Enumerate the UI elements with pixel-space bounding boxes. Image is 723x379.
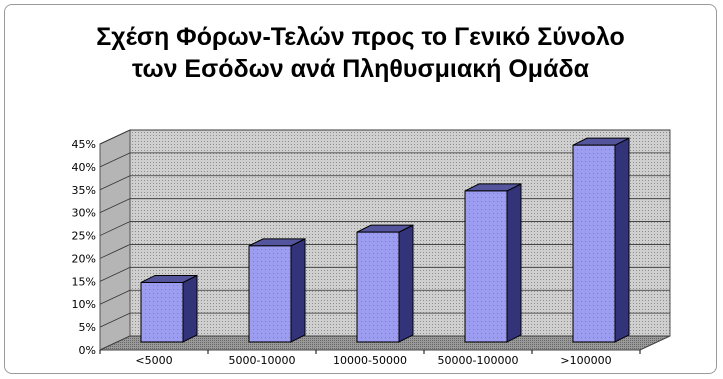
floor bbox=[99, 335, 671, 351]
bar-side bbox=[398, 224, 414, 343]
y-tick-label: 25% bbox=[72, 230, 96, 243]
bar-front bbox=[572, 144, 616, 343]
gridline-side bbox=[99, 266, 131, 282]
x-tick-label: >100000 bbox=[560, 354, 611, 367]
bar-side bbox=[182, 274, 198, 343]
bar-side bbox=[614, 137, 630, 343]
gridline-side bbox=[99, 221, 131, 236]
bar-front bbox=[464, 190, 508, 343]
gridline-side bbox=[99, 152, 131, 168]
x-tick-label: 50000-100000 bbox=[438, 354, 519, 367]
bar bbox=[140, 274, 198, 343]
x-tick-label: <5000 bbox=[135, 354, 172, 367]
chart-title-line-1: Σχέση Φόρων-Τελών προς το Γενικό Σύνολο bbox=[96, 23, 625, 51]
bar bbox=[572, 137, 630, 343]
gridline-side bbox=[99, 312, 131, 328]
x-tick-label: 5000-10000 bbox=[229, 354, 296, 367]
y-tick-label: 35% bbox=[72, 184, 96, 197]
y-tick-label: 30% bbox=[72, 207, 96, 220]
y-tick-label: 15% bbox=[72, 275, 96, 288]
bar-side bbox=[290, 238, 306, 343]
gridline-side bbox=[99, 244, 131, 259]
chart-title: Σχέση Φόρων-Τελών προς το Γενικό Σύνολο … bbox=[5, 21, 716, 85]
chart-title-line-2: των Εσόδων ανά Πληθυσμιακή Ομάδα bbox=[132, 55, 589, 83]
x-tick-label: 10000-50000 bbox=[333, 354, 407, 367]
gridline-side bbox=[99, 129, 131, 145]
side-wall bbox=[99, 129, 131, 351]
bar-front bbox=[140, 281, 184, 343]
y-tick-label: 20% bbox=[72, 252, 96, 265]
y-tick-label: 5% bbox=[79, 321, 96, 334]
bar-front bbox=[248, 245, 292, 343]
bar bbox=[464, 183, 522, 343]
y-tick-label: 40% bbox=[72, 161, 96, 174]
bar bbox=[248, 238, 306, 343]
gridline-side bbox=[99, 289, 131, 305]
bar-front bbox=[356, 231, 400, 343]
y-tick-label: 10% bbox=[72, 298, 96, 311]
bar bbox=[356, 224, 414, 343]
gridline-side bbox=[99, 198, 131, 214]
y-tick-label: 45% bbox=[72, 138, 96, 151]
gridline-side bbox=[99, 175, 131, 191]
y-tick-label: 0% bbox=[79, 344, 96, 357]
bar-side bbox=[506, 183, 522, 343]
